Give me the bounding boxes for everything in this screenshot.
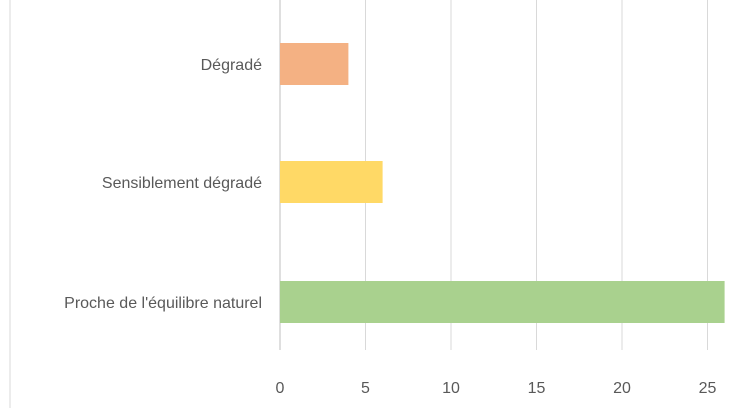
- bar: [280, 161, 383, 203]
- category-label: Sensiblement dégradé: [102, 175, 262, 192]
- category-label: Proche de l'équilibre naturel: [64, 295, 262, 312]
- x-tick-label: 0: [276, 380, 285, 397]
- bars: [280, 43, 725, 323]
- x-tick-label: 5: [361, 380, 370, 397]
- x-tick-label: 10: [442, 380, 460, 397]
- bar: [280, 281, 725, 323]
- category-label: Dégradé: [201, 57, 262, 74]
- bar: [280, 43, 349, 85]
- category-labels: Dégradé Sensiblement dégradé Proche de l'é…: [64, 57, 262, 312]
- x-tick-label: 15: [528, 380, 546, 397]
- x-tick-label: 20: [613, 380, 631, 397]
- x-tick-label: 25: [699, 380, 717, 397]
- x-tick-labels: 0 5 10 15 20 25: [276, 380, 717, 397]
